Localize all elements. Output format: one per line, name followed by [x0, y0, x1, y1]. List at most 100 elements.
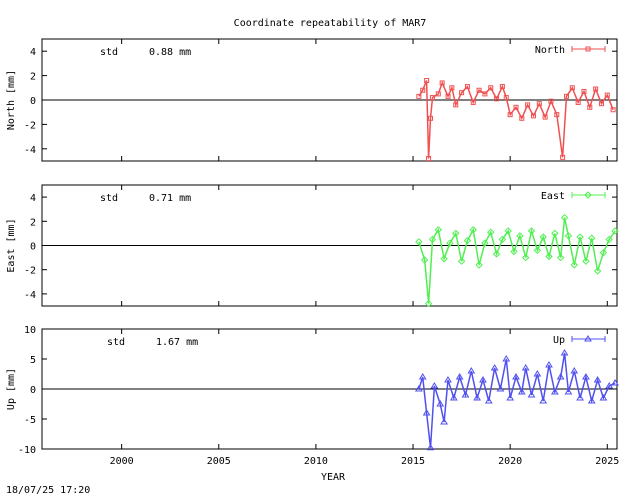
data-point [525, 102, 531, 108]
data-point [593, 86, 599, 92]
footer-timestamp: 18/07/25 17:20 [6, 485, 90, 496]
data-point [469, 226, 477, 234]
data-point [473, 394, 482, 401]
y-tick-label: 0 [30, 385, 36, 396]
data-point [424, 77, 430, 83]
y-tick-label: 0 [30, 96, 36, 107]
data-point [593, 267, 602, 275]
x-tick-label: 2025 [595, 456, 619, 467]
data-point [444, 376, 452, 383]
data-point [461, 391, 470, 398]
data-point [575, 99, 581, 105]
x-tick-label: 2020 [498, 456, 522, 467]
data-point [512, 373, 520, 380]
y-tick-label: 2 [30, 72, 36, 83]
data-point [420, 87, 426, 93]
data-point [449, 85, 455, 91]
panel-east: 4 2 0 -2 -4 East [mm] std 0.71 mm East [6, 184, 619, 308]
data-point [569, 85, 575, 91]
data-point [587, 397, 596, 404]
data-point [426, 443, 435, 451]
data-point [457, 257, 466, 265]
data-point [560, 154, 566, 160]
y-tick-label: 4 [30, 193, 36, 204]
data-point [599, 249, 608, 257]
y-axis-label: North [mm] [6, 70, 17, 130]
data-point [430, 382, 439, 389]
data-point [554, 112, 560, 118]
data-point [533, 246, 542, 255]
data-point [548, 98, 554, 104]
data-point [517, 388, 526, 395]
data-point [464, 84, 470, 90]
y-tick-label: -10 [18, 445, 36, 456]
y-tick-label: 5 [30, 355, 36, 366]
y-tick-label: 2 [30, 217, 36, 228]
data-point [516, 232, 524, 240]
series-line-north [418, 80, 614, 159]
data-point [604, 92, 610, 98]
y-tick-label: -2 [24, 266, 36, 277]
data-point [582, 373, 590, 380]
data-point [414, 385, 423, 392]
data-point [521, 364, 530, 371]
std-label: std [100, 193, 118, 204]
data-point [459, 90, 465, 96]
data-point [455, 373, 464, 380]
data-point [449, 394, 458, 401]
data-point [481, 239, 489, 247]
data-point [467, 367, 476, 374]
data-point [513, 104, 519, 110]
x-tick-label: 2005 [207, 456, 231, 467]
data-point [519, 115, 525, 121]
data-point [445, 93, 451, 99]
data-point [610, 107, 616, 113]
data-point [527, 391, 536, 398]
data-point [521, 253, 530, 262]
data-point [424, 299, 433, 308]
series-line-up [418, 352, 616, 448]
x-axis-label: YEAR [321, 472, 346, 483]
data-point [536, 101, 542, 107]
std-value: 0.88 mm [149, 47, 191, 58]
data-point [429, 95, 435, 101]
data-point [453, 102, 459, 108]
data-point [598, 101, 604, 107]
x-tick-label: 2015 [401, 456, 425, 467]
y-tick-label: -2 [24, 120, 36, 131]
data-point [434, 226, 442, 234]
data-point [476, 87, 482, 93]
data-point [570, 367, 579, 374]
data-point [428, 235, 437, 244]
legend-marker [584, 191, 592, 199]
data-point [587, 104, 593, 110]
data-point [611, 227, 619, 235]
data-point [488, 85, 494, 91]
data-point [475, 261, 483, 269]
data-point [415, 238, 423, 246]
data-point [545, 361, 553, 368]
y-tick-label: 4 [30, 47, 36, 58]
data-point [452, 229, 460, 238]
chart-title: Coordinate repeatability of MAR7 [234, 18, 427, 29]
legend-label: Up [553, 335, 565, 346]
data-point [527, 227, 536, 235]
data-point [563, 93, 569, 99]
data-point [418, 373, 427, 380]
x-tick-label: 2000 [110, 456, 134, 467]
data-point [556, 253, 565, 262]
std-label: std [100, 47, 118, 58]
data-point [487, 228, 495, 236]
data-point [510, 247, 518, 256]
data-point [440, 418, 448, 425]
std-label: std [107, 337, 125, 348]
data-point [533, 370, 542, 377]
data-point [435, 91, 441, 97]
data-point [470, 99, 476, 105]
legend-marker [584, 335, 592, 342]
data-point [570, 261, 578, 269]
legend-label: East [541, 191, 565, 202]
data-point [564, 388, 573, 395]
data-point [496, 385, 505, 392]
data-point [498, 235, 507, 244]
